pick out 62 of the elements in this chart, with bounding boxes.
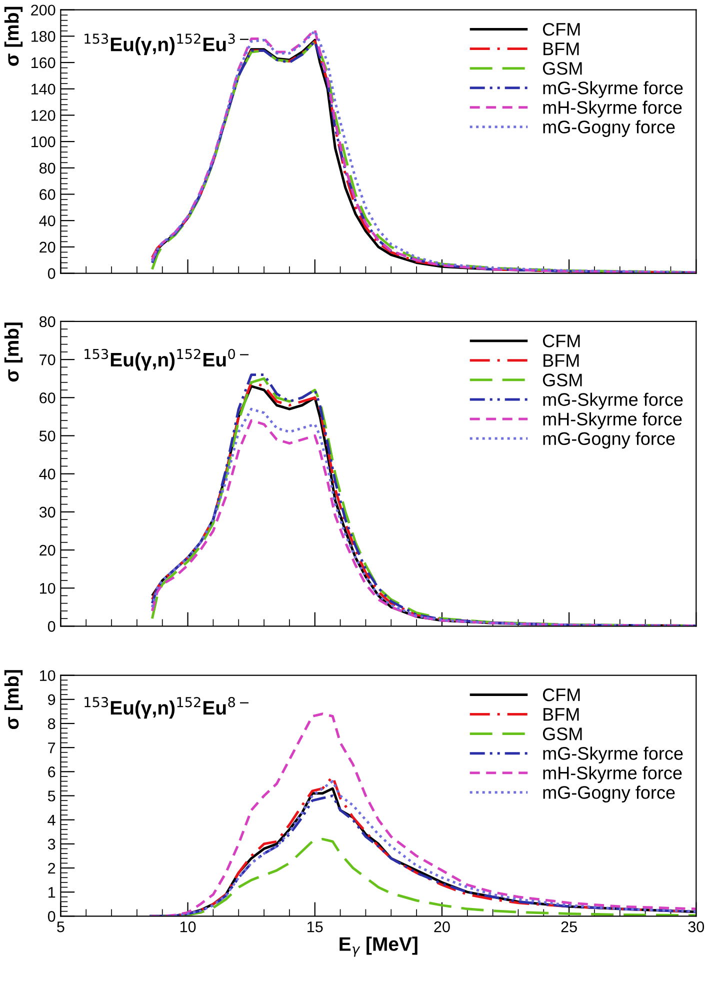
y-tick-label: 30 bbox=[39, 506, 56, 518]
y-tick-label: 180 bbox=[32, 31, 56, 42]
y-tick-label: 160 bbox=[32, 57, 56, 68]
legend-label: mG-Gogny force bbox=[543, 120, 675, 137]
y-tick-label: 60 bbox=[40, 392, 56, 404]
y-tick-label: 100 bbox=[32, 136, 56, 148]
legend-label: BFM bbox=[544, 42, 579, 56]
y-tick-label: 0 bbox=[48, 621, 56, 632]
legend-label: mH-Skyrme force bbox=[543, 100, 682, 118]
text: $^{153}$Eu(γ,n)$^{152}$Eu$^{3−}$ bbox=[84, 34, 249, 56]
legend-label: GSM bbox=[542, 62, 582, 75]
y-tick-label: 40 bbox=[39, 468, 56, 480]
y-tick-label: 0 bbox=[48, 268, 56, 279]
text: $^{153}$Eu(γ,n)$^{152}$Eu$^{8−}$ bbox=[84, 696, 249, 719]
y-tick-label: 60 bbox=[40, 189, 56, 200]
y-axis-title: σ [mb] bbox=[4, 670, 23, 730]
y-tick-label: 80 bbox=[40, 316, 56, 328]
legend-label: mG-Skyrme force bbox=[543, 746, 683, 764]
x-tick-label: 25 bbox=[561, 921, 577, 932]
y-tick-label: 1 bbox=[48, 887, 56, 898]
y-tick-label: 3 bbox=[48, 838, 56, 850]
legend-label: mG-Gogny force bbox=[543, 786, 675, 802]
legend-label: BFM bbox=[544, 354, 579, 367]
y-tick-label: 50 bbox=[39, 430, 56, 442]
y-tick-label: 200 bbox=[31, 4, 56, 16]
y-tick-label: 120 bbox=[32, 110, 56, 121]
legend-label: CFM bbox=[542, 334, 580, 348]
y-tick-label: 140 bbox=[32, 84, 56, 95]
legend-label: mG-Skyrme force bbox=[543, 81, 683, 98]
y-tick-label: 7 bbox=[48, 742, 56, 754]
legend-label: GSM bbox=[542, 728, 582, 740]
y-tick-label: 20 bbox=[40, 544, 56, 556]
legend-label: mG-Skyrme force bbox=[543, 392, 683, 410]
y-axis-title: σ [mb] bbox=[4, 322, 23, 382]
legend-label: mH-Skyrme force bbox=[543, 412, 682, 430]
y-tick-label: 0 bbox=[48, 911, 56, 922]
y-tick-label: 10 bbox=[40, 670, 56, 682]
legend-label: CFM bbox=[542, 688, 580, 702]
y-tick-label: 20 bbox=[40, 242, 56, 253]
y-tick-label: 40 bbox=[39, 215, 56, 226]
legend-label: mH-Skyrme force bbox=[543, 766, 682, 783]
legend-label: mG-Gogny force bbox=[543, 432, 675, 449]
y-tick-label: 9 bbox=[48, 694, 56, 706]
y-tick-label: 6 bbox=[48, 766, 56, 778]
y-tick-label: 70 bbox=[40, 354, 56, 366]
x-tick-label: 15 bbox=[308, 922, 323, 932]
y-tick-label: 4 bbox=[48, 814, 56, 826]
x-tick-label: 20 bbox=[434, 921, 450, 932]
legend-label: GSM bbox=[542, 374, 582, 386]
x-tick-label: 30 bbox=[688, 921, 704, 932]
y-axis-title: σ [mb] bbox=[4, 6, 23, 66]
y-tick-label: 80 bbox=[40, 162, 56, 174]
y-tick-label: 2 bbox=[48, 862, 56, 874]
legend-label: BFM bbox=[544, 708, 579, 721]
y-tick-label: 8 bbox=[48, 718, 56, 730]
y-tick-label: 5 bbox=[48, 790, 56, 802]
x-tick-label: 10 bbox=[180, 921, 196, 932]
text: $^{153}$Eu(γ,n)$^{152}$Eu$^{0−}$ bbox=[84, 348, 249, 370]
x-axis-title: E$_{γ}$ [MeV] bbox=[340, 936, 418, 957]
x-tick-label: 5 bbox=[57, 922, 64, 932]
legend-label: CFM bbox=[542, 22, 580, 36]
y-tick-label: 10 bbox=[40, 582, 56, 594]
